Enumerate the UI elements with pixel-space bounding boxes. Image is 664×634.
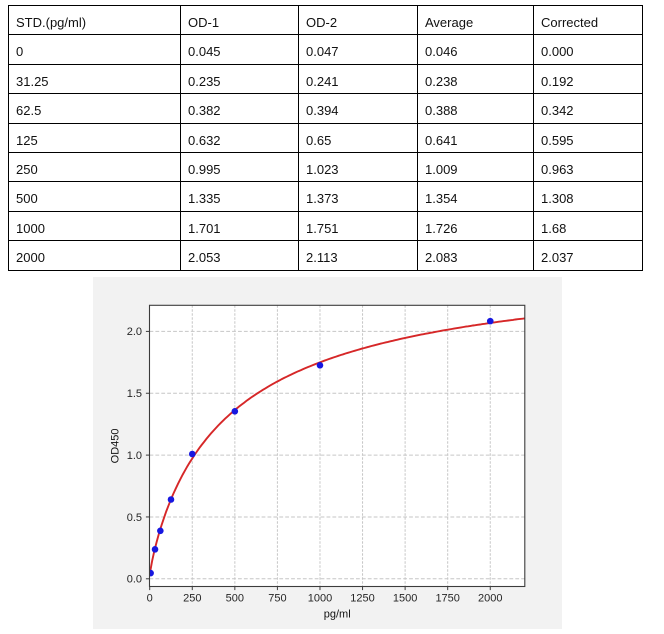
- svg-text:OD450: OD450: [110, 428, 122, 463]
- svg-text:750: 750: [268, 593, 286, 605]
- svg-text:250: 250: [183, 593, 201, 605]
- svg-text:1000: 1000: [308, 593, 332, 605]
- svg-text:0.5: 0.5: [127, 512, 142, 524]
- svg-text:2.0: 2.0: [127, 326, 142, 338]
- svg-text:0: 0: [147, 593, 153, 605]
- svg-text:1750: 1750: [435, 593, 459, 605]
- svg-text:2000: 2000: [478, 593, 502, 605]
- svg-text:1250: 1250: [350, 593, 374, 605]
- svg-text:1.0: 1.0: [127, 450, 142, 462]
- svg-text:1500: 1500: [393, 593, 417, 605]
- svg-text:pg/ml: pg/ml: [324, 608, 351, 620]
- svg-text:1.5: 1.5: [127, 388, 142, 400]
- svg-text:0.0: 0.0: [127, 574, 142, 586]
- svg-text:500: 500: [226, 593, 244, 605]
